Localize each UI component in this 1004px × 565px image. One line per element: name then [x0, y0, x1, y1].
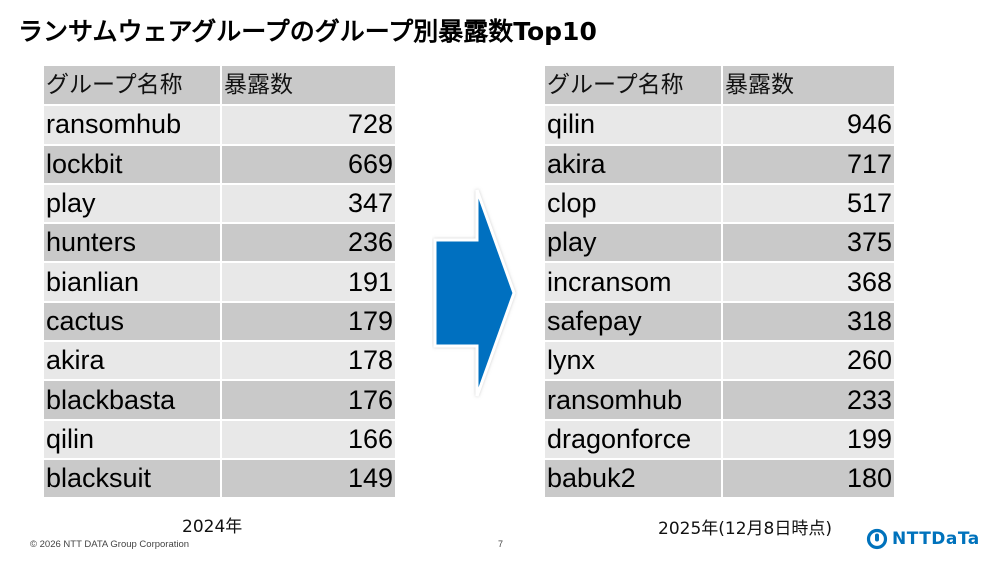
table-row: play 347 — [44, 183, 395, 225]
page-number: 7 — [498, 539, 504, 549]
table-row: lynx 260 — [545, 341, 894, 382]
table-row: ransomhub 728 — [44, 105, 395, 146]
exposure-count: 260 — [722, 341, 894, 382]
table-row: cactus 179 — [44, 301, 395, 343]
exposure-count: 728 — [221, 105, 395, 146]
group-name: lynx — [545, 341, 723, 382]
group-name: clop — [545, 183, 723, 225]
table-row: bianlian 191 — [44, 262, 395, 303]
exposure-count: 347 — [221, 183, 395, 225]
exposure-count: 717 — [722, 144, 894, 185]
table-row: akira 717 — [545, 144, 894, 185]
exposure-count: 179 — [221, 301, 395, 343]
table-row: ransomhub 233 — [545, 380, 894, 421]
exposure-count: 178 — [221, 341, 395, 382]
table-header-row: グループ名称 暴露数 — [44, 66, 395, 107]
exposure-count: 669 — [221, 144, 395, 185]
group-name: safepay — [545, 301, 723, 343]
caption-2024: 2024年 — [182, 517, 243, 537]
right-arrow-icon — [433, 189, 516, 397]
group-name: cactus — [44, 301, 222, 343]
table-2024: グループ名称 暴露数 ransomhub 728 lockbit 669 play 3… — [44, 66, 395, 500]
exposure-count: 236 — [221, 223, 395, 264]
table-row: lockbit 669 — [44, 144, 395, 185]
table-row: qilin 946 — [545, 105, 894, 146]
group-name: ransomhub — [545, 380, 723, 421]
table-row: qilin 166 — [44, 419, 395, 460]
exposure-count: 375 — [722, 223, 894, 264]
header-count: 暴露数 — [722, 66, 894, 107]
table-row: hunters 236 — [44, 223, 395, 264]
group-name: ransomhub — [44, 105, 222, 146]
table-row: play 375 — [545, 223, 894, 264]
exposure-count: 176 — [221, 380, 395, 421]
group-name: play — [44, 183, 222, 225]
header-group-name: グループ名称 — [545, 66, 723, 107]
exposure-count: 517 — [722, 183, 894, 225]
table-row: akira 178 — [44, 341, 395, 382]
header-count: 暴露数 — [221, 66, 395, 107]
exposure-count: 199 — [722, 419, 894, 460]
group-name: akira — [545, 144, 723, 185]
exposure-count: 149 — [221, 458, 395, 500]
group-name: babuk2 — [545, 458, 723, 500]
table-row: babuk2 180 — [545, 458, 894, 500]
header-group-name: グループ名称 — [44, 66, 222, 107]
table-row: safepay 318 — [545, 301, 894, 343]
group-name: qilin — [44, 419, 222, 460]
table-2025: グループ名称 暴露数 qilin 946 akira 717 clop 517 pla… — [545, 66, 894, 500]
slide-title: ランサムウェアグループのグループ別暴露数Top10 — [18, 17, 597, 46]
exposure-count: 191 — [221, 262, 395, 303]
copyright-text: © 2026 NTT DATA Group Corporation — [30, 539, 190, 550]
table-row: blacksuit 149 — [44, 458, 395, 500]
table-row: clop 517 — [545, 183, 894, 225]
exposure-count: 166 — [221, 419, 395, 460]
group-name: play — [545, 223, 723, 264]
group-name: lockbit — [44, 144, 222, 185]
exposure-count: 946 — [722, 105, 894, 146]
group-name: blackbasta — [44, 380, 222, 421]
group-name: bianlian — [44, 262, 222, 303]
exposure-count: 180 — [722, 458, 894, 500]
table-row: blackbasta 176 — [44, 380, 395, 421]
table-row: incransom 368 — [545, 262, 894, 303]
nttdata-logo: NTTDaTa — [866, 528, 980, 550]
group-name: dragonforce — [545, 419, 723, 460]
logo-text: NTTDaTa — [892, 529, 980, 549]
group-name: hunters — [44, 223, 222, 264]
exposure-count: 368 — [722, 262, 894, 303]
group-name: blacksuit — [44, 458, 222, 500]
table-row: dragonforce 199 — [545, 419, 894, 460]
table-header-row: グループ名称 暴露数 — [545, 66, 894, 107]
group-name: incransom — [545, 262, 723, 303]
group-name: akira — [44, 341, 222, 382]
exposure-count: 233 — [722, 380, 894, 421]
exposure-count: 318 — [722, 301, 894, 343]
nttdata-logo-icon — [866, 528, 888, 550]
group-name: qilin — [545, 105, 723, 146]
caption-2025: 2025年(12月8日時点) — [658, 519, 832, 539]
